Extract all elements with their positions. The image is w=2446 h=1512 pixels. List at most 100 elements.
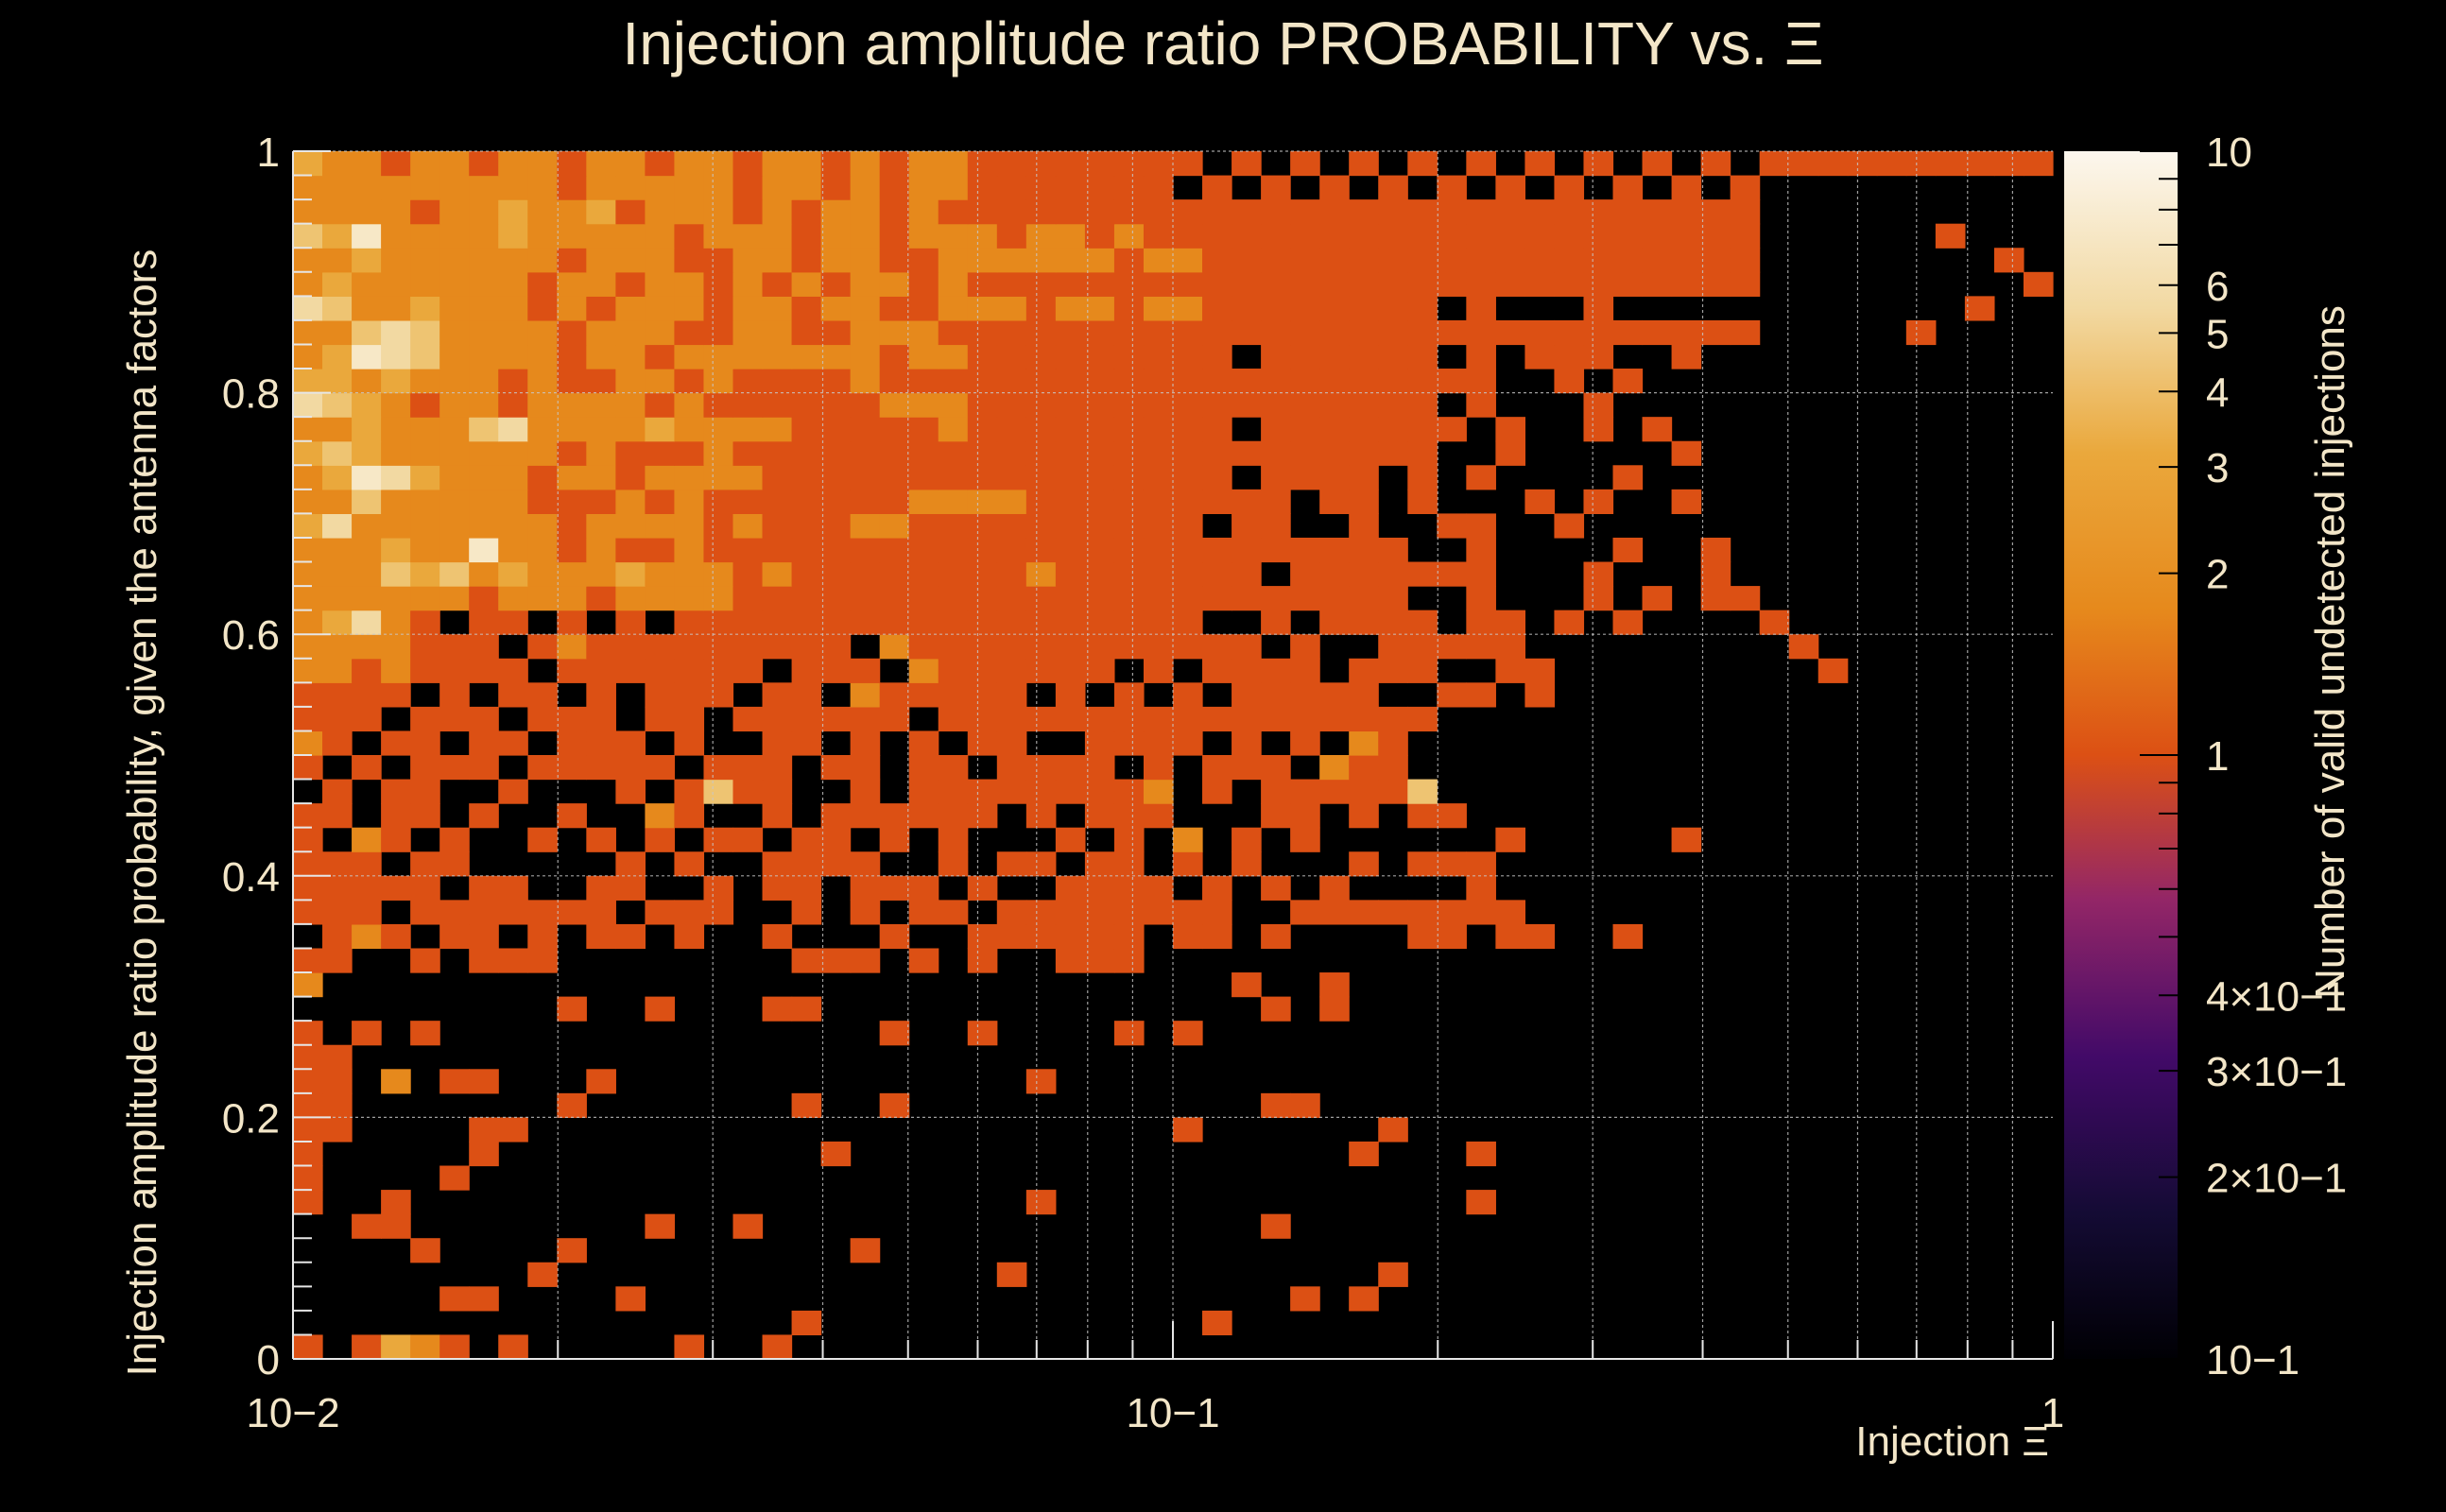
heatmap-cell [908, 151, 939, 177]
heatmap-cell [527, 296, 558, 321]
heatmap-cell [732, 779, 764, 804]
heatmap-cell [1583, 489, 1614, 514]
heatmap-cell [674, 296, 705, 321]
heatmap-cell [557, 319, 587, 346]
axes: 10−2 10−1 1 0 0.2 0.4 0.6 0.8 1 [222, 129, 2064, 1436]
heatmap-cell [996, 489, 1027, 514]
heatmap-cell [1612, 369, 1644, 394]
heatmap-cell [1495, 634, 1525, 660]
heatmap-cell [879, 682, 910, 708]
heatmap-cell [967, 392, 998, 418]
heatmap-cell [1437, 319, 1467, 346]
heatmap-cell [322, 730, 353, 756]
heatmap-cell [762, 175, 793, 200]
heatmap-cell [703, 392, 734, 418]
heatmap-cell [1113, 248, 1145, 273]
heatmap-cell [879, 417, 910, 442]
heatmap-cell [732, 586, 764, 611]
heatmap-cell [1290, 706, 1320, 732]
heatmap-cell [1261, 369, 1291, 394]
heatmap-cell [1407, 271, 1438, 297]
heatmap-cell [1407, 248, 1438, 273]
heatmap-cell [557, 344, 587, 369]
heatmap-cell [732, 561, 764, 587]
heatmap-cell [557, 223, 587, 249]
heatmap-cell [1349, 151, 1379, 177]
heatmap-cell [293, 1069, 323, 1094]
heatmap-cell [1290, 296, 1320, 321]
heatmap-cell [703, 319, 734, 346]
heatmap-cell [498, 779, 528, 804]
heatmap-cell [1202, 199, 1232, 225]
heatmap-cell [1084, 489, 1115, 514]
heatmap-cell [879, 586, 910, 611]
heatmap-cell [732, 1213, 764, 1239]
heatmap-cell [645, 803, 676, 829]
heatmap-cell [498, 151, 528, 177]
heatmap-cell [1437, 248, 1467, 273]
heatmap-cell [352, 923, 382, 950]
heatmap-cell [1437, 369, 1467, 394]
heatmap-cell [1173, 392, 1203, 418]
heatmap-cell [1143, 730, 1174, 756]
heatmap-cell [967, 610, 998, 635]
heatmap-cell [1084, 513, 1115, 539]
heatmap-cell [1232, 658, 1262, 683]
heatmap-cell [1113, 392, 1145, 418]
heatmap-cell [1583, 248, 1614, 273]
heatmap-cell [645, 199, 676, 225]
heatmap-cell [586, 755, 616, 781]
heatmap-cell [791, 344, 822, 369]
heatmap-cell [439, 634, 470, 660]
x-axis-label: Injection Ξ [1855, 1418, 2049, 1465]
heatmap-cell [1173, 513, 1203, 539]
heatmap-cell [586, 706, 616, 732]
heatmap-cell [381, 561, 411, 587]
heatmap-cell [1025, 706, 1057, 732]
heatmap-cell [1261, 319, 1291, 346]
heatmap-cell [1113, 634, 1145, 660]
heatmap-cell [439, 319, 470, 346]
heatmap-cell [410, 730, 440, 756]
heatmap-cell [791, 248, 822, 273]
heatmap-cell [1084, 634, 1115, 660]
heatmap-cell [381, 875, 411, 901]
heatmap-cell [938, 151, 969, 177]
heatmap-cell [1232, 513, 1262, 539]
heatmap-cell [1173, 296, 1203, 321]
heatmap-cell [1025, 1069, 1057, 1094]
heatmap-cell [1583, 223, 1614, 249]
heatmap-cell [820, 223, 852, 249]
heatmap-cell [1113, 875, 1145, 901]
heatmap-cell [820, 151, 852, 177]
heatmap-cell [1407, 803, 1438, 829]
heatmap-cell [469, 1069, 499, 1094]
heatmap-cell [381, 586, 411, 611]
heatmap-cell [410, 537, 440, 563]
heatmap-cell [1025, 803, 1057, 829]
heatmap-cell [557, 489, 587, 514]
heatmap-cell [1730, 175, 1761, 200]
heatmap-cell [762, 706, 793, 732]
heatmap-cell [1055, 682, 1086, 708]
heatmap-cell [938, 706, 969, 732]
heatmap-cell [586, 923, 616, 950]
heatmap-cell [1232, 151, 1262, 177]
heatmap-cell [352, 1021, 382, 1046]
heatmap-cell [1173, 586, 1203, 611]
heatmap-cell [703, 900, 734, 925]
heatmap-cell [1495, 417, 1525, 442]
heatmap-cell [908, 610, 939, 635]
heatmap-cell [615, 923, 646, 950]
heatmap-cell [1319, 319, 1350, 346]
heatmap-cell [908, 175, 939, 200]
heatmap-cell [1025, 513, 1057, 539]
heatmap-cell [850, 175, 881, 200]
heatmap-cell [791, 586, 822, 611]
heatmap-cell [586, 199, 616, 225]
heatmap-cell [1495, 319, 1525, 346]
heatmap-cell [527, 755, 558, 781]
heatmap-cell [674, 369, 705, 394]
heatmap-cell [1261, 803, 1291, 829]
heatmap-cell [1671, 199, 1702, 225]
